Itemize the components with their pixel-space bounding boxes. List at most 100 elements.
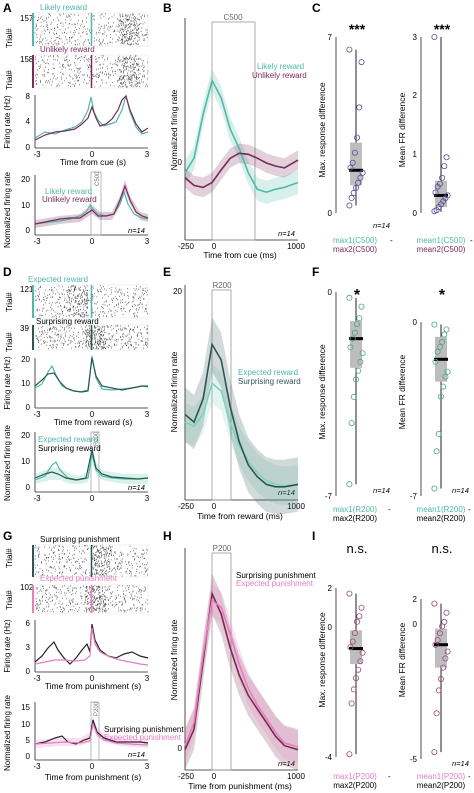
g-norm-ytick-15: 15	[21, 703, 30, 712]
b-legend1: Likely reward	[257, 62, 304, 71]
data-point	[349, 335, 356, 342]
data-point	[439, 174, 446, 181]
a-norm-band-unlikely	[35, 180, 148, 228]
f-left-xlabel1: max1(R200)	[333, 505, 377, 514]
h-window-label: P200	[213, 544, 232, 553]
d-rate-xtick-m3: -3	[33, 410, 41, 419]
c-left-xlabel2: max2(C500)	[333, 245, 377, 254]
e-window-label: R200	[212, 281, 232, 290]
data-point	[352, 184, 359, 191]
data-point	[442, 373, 449, 380]
i-right-xlabel-sep: -	[468, 772, 471, 781]
data-point	[350, 686, 357, 693]
g-norm-xtick-m3: -3	[33, 762, 41, 771]
h-window	[211, 552, 232, 771]
b-xlabel: Time from cue (ms)	[203, 250, 277, 260]
d-rate-axes	[34, 358, 148, 409]
data-point	[431, 749, 438, 756]
c-right-ytick-3: 3	[413, 33, 418, 42]
a-raster1-trial-label: Trial#	[5, 28, 14, 48]
sem-band-2	[185, 143, 298, 198]
g-norm-ytick-5: 5	[26, 736, 31, 745]
panel-letter-e: E	[163, 265, 171, 279]
c-right-ytick-2: 2	[413, 91, 418, 100]
data-point	[443, 154, 450, 161]
d-norm-xtick-0: 0	[90, 494, 95, 503]
h-legend1: Surprising punishment	[236, 571, 316, 580]
data-point	[444, 368, 451, 375]
e-n: n=14	[278, 488, 295, 497]
a-rate-xtick-m3: -3	[33, 150, 41, 159]
data-point	[348, 194, 355, 201]
h-xlabel: Time from punishment (ms)	[188, 781, 292, 791]
e-ytick-20: 20	[173, 287, 182, 296]
i-left-xlabel2: max2(P200)	[333, 781, 377, 790]
d-norm-line-expected	[34, 453, 149, 481]
a-norm-legend2: Unlikely reward	[42, 195, 97, 204]
e-xtick-0: 0	[212, 502, 217, 511]
d-raster2-legend: Surprising reward	[36, 317, 99, 326]
a-norm-n: n=14	[128, 226, 145, 235]
f-right-xlabel2: mean2(R200)	[417, 514, 466, 523]
g-norm-legend1: Surprising punishment	[104, 725, 184, 734]
i-left-plot	[335, 588, 366, 758]
g-norm-n: n=14	[128, 750, 145, 759]
data-point	[441, 163, 448, 170]
c-right-xlabel1: mean1(C500)	[417, 236, 466, 245]
h-xtick-1000: 1000	[287, 772, 305, 781]
iqr-box	[350, 142, 362, 186]
f-left-ylabel: Max. response difference	[317, 344, 327, 440]
f-left-ytick-0: 0	[328, 288, 333, 297]
series-line-2	[184, 152, 299, 189]
data-point	[431, 600, 438, 607]
d-rate-ylabel: Firing rate (Hz)	[3, 356, 12, 410]
e-xlabel: Time from reward (ms)	[197, 511, 283, 521]
data-point	[358, 303, 365, 310]
h-legend2: Expected punishment	[236, 579, 314, 588]
i-right-ylabel: Mean FR difference	[397, 622, 407, 697]
data-point	[441, 331, 448, 338]
c-left-ytick-7: 7	[328, 33, 333, 42]
g-rate-ytick-3: 3	[26, 643, 31, 652]
data-point	[359, 350, 366, 357]
data-point	[356, 315, 363, 322]
iqr-box	[435, 628, 447, 668]
f-right-xlabel-sep: -	[468, 505, 471, 514]
d-norm-legend2: Surprising reward	[38, 444, 101, 453]
b-window	[211, 21, 256, 241]
series-line-2	[184, 599, 299, 748]
g-rate-line-surprising	[34, 623, 149, 665]
i-right-xlabel2: mean2(P200)	[417, 781, 466, 790]
data-point	[355, 179, 362, 186]
iqr-box	[350, 321, 362, 368]
g-rate-xtick-m3: -3	[33, 674, 41, 683]
g-norm-xtick-0: 0	[90, 762, 95, 771]
data-point	[348, 700, 355, 707]
data-point	[346, 294, 353, 301]
a-rate-xlabel: Time from cue (s)	[60, 157, 126, 167]
d-norm-ytick-20: 20	[21, 431, 30, 440]
data-point	[348, 420, 355, 427]
data-point	[440, 383, 447, 390]
g-rate-ytick-0: 0	[26, 667, 31, 676]
data-point	[432, 189, 439, 196]
g-norm-legend2: Expected punishment	[104, 733, 182, 742]
g-norm-ytick-10: 10	[21, 720, 30, 729]
d-rate-ytick-10: 10	[21, 379, 30, 388]
d-norm-ytick-0: 0	[26, 483, 31, 492]
g-raster1-legend: Surprising punishment	[40, 535, 120, 544]
data-point	[349, 159, 356, 166]
panel-letter-g: G	[3, 529, 12, 543]
panel-letter-b: B	[163, 1, 172, 15]
a-rate-xtick-0: 0	[90, 150, 95, 159]
b-ylabel: Normalized firing rate	[169, 89, 179, 170]
c-right-ytick-0: 0	[413, 209, 418, 218]
a-raster2-legend: Unlikely reward	[40, 45, 95, 54]
h-n: n=14	[278, 759, 295, 768]
a-rate-xtick-3: 3	[145, 150, 150, 159]
data-point	[437, 676, 444, 683]
i-right-ytick-m5: -5	[410, 755, 418, 764]
c-right-sig: ***	[434, 21, 451, 37]
a-rate-ylabel: Firing rate (Hz)	[3, 95, 12, 149]
c-right-ytick-1: 1	[413, 150, 418, 159]
